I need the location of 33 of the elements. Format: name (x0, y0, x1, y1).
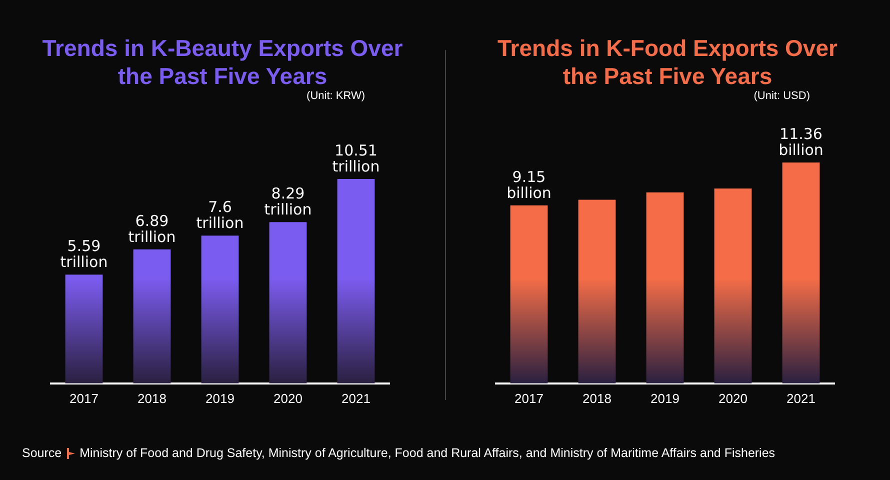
x-tick-label: 2020 (274, 390, 302, 406)
data-label: 7.6 trillion (196, 198, 244, 232)
chart-subtitle: (Unit: KRW) (306, 90, 365, 102)
bar (646, 192, 684, 384)
data-label: 10.51 trillion (332, 141, 380, 176)
data-label: 6.89 trillion (128, 212, 176, 246)
bar (133, 249, 171, 384)
x-tick-label: 2017 (70, 390, 98, 406)
chart-title: Trends in K-Beauty Exports Over the Past Five Years (41, 34, 404, 90)
x-tick-label: 2021 (786, 390, 816, 406)
x-tick-label: 2019 (206, 390, 234, 406)
bar (714, 188, 752, 384)
chart-subtitle: (Unit: USD) (754, 90, 810, 102)
x-tick-label: 2018 (138, 390, 166, 406)
x-tick-label: 2019 (650, 390, 680, 406)
text: Ministry of Food and Drug Safety, Ministry of Agriculture, Food and Rural Affairs, and Ministry of Maritime Affairs and Fisheries (80, 446, 776, 460)
bar (65, 274, 103, 384)
bar (269, 222, 307, 384)
bar (510, 205, 548, 384)
bar (337, 178, 375, 384)
bar (578, 200, 616, 384)
bar (782, 162, 820, 384)
bar (201, 236, 239, 384)
chart-title: Trends in K-Food Exports Over the Past Five Years (496, 34, 838, 90)
data-label: 8.29 trillion (264, 184, 312, 219)
data-label: 11.36 billion (778, 124, 824, 159)
x-tick-label: 2021 (342, 390, 370, 406)
data-label: 5.59 trillion (60, 237, 108, 272)
data-label: 9.15 billion (506, 168, 552, 202)
x-tick-label: 2018 (582, 390, 612, 406)
text: Source (22, 446, 62, 460)
x-tick-label: 2017 (514, 390, 544, 406)
x-tick-label: 2020 (718, 390, 748, 406)
